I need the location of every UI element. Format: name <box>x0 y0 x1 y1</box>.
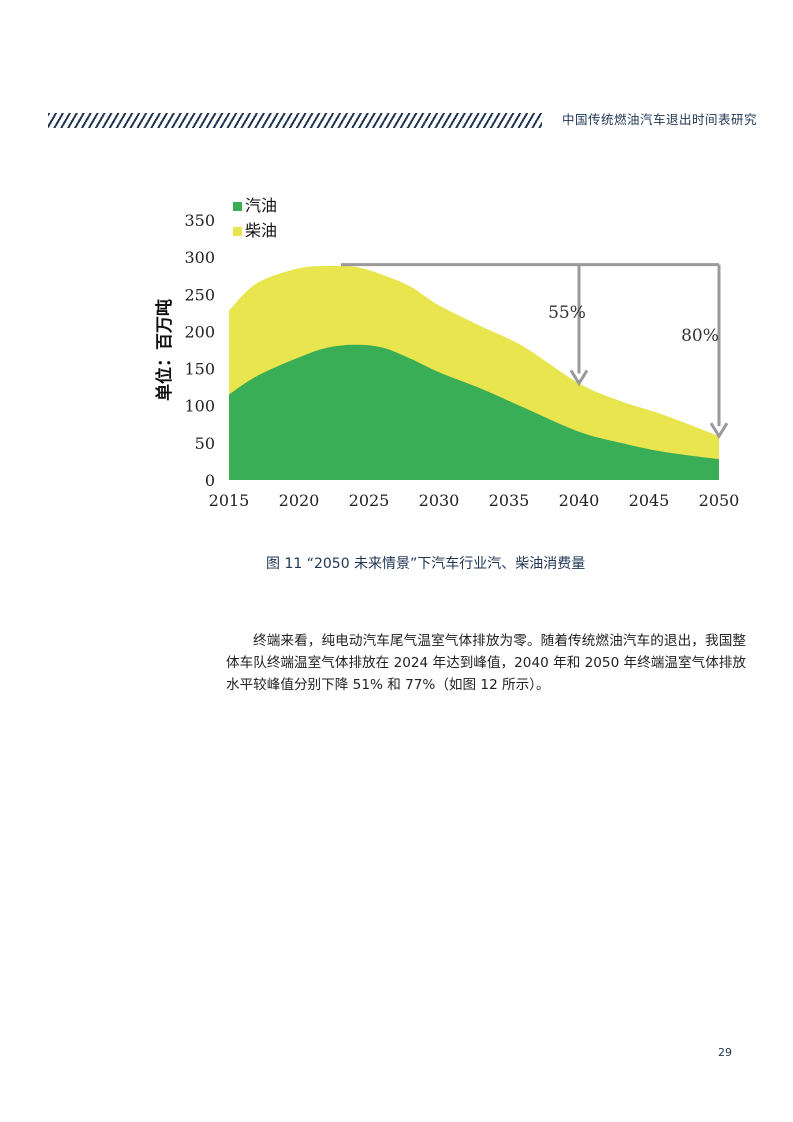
body-text: 终端来看，纯电动汽车尾气温室气体排放为零。随着传统燃油汽车的退出，我国整体车队终… <box>226 630 746 696</box>
y-tick-label: 300 <box>184 248 215 267</box>
page-number: 29 <box>718 1046 732 1059</box>
annotation-arrow-head <box>709 422 729 440</box>
y-tick-label: 350 <box>184 211 215 230</box>
figure-caption: 图 11 “2050 未来情景”下汽车行业汽、柴油消费量 <box>266 556 586 572</box>
header-stripe-decoration <box>48 113 542 128</box>
y-tick-label: 250 <box>184 285 215 304</box>
legend-swatch <box>233 202 242 211</box>
y-tick-label: 150 <box>184 360 215 379</box>
legend-label: 柴油 <box>245 221 277 240</box>
x-tick-label: 2035 <box>489 491 530 510</box>
annotation-arrow-head <box>569 369 589 387</box>
legend-swatch <box>233 227 242 236</box>
x-tick-label: 2030 <box>419 491 460 510</box>
annotation-label: 55% <box>548 303 586 323</box>
annotation-label: 80% <box>681 326 719 346</box>
body-paragraph: 终端来看，纯电动汽车尾气温室气体排放为零。随着传统燃油汽车的退出，我国整体车队终… <box>226 633 746 693</box>
y-tick-label: 0 <box>205 471 215 490</box>
series-area-0 <box>229 344 719 480</box>
y-tick-label: 200 <box>184 322 215 341</box>
x-tick-label: 2020 <box>279 491 320 510</box>
x-tick-label: 2045 <box>629 491 670 510</box>
header-title: 中国传统燃油汽车退出时间表研究 <box>562 112 758 127</box>
x-tick-label: 2015 <box>209 491 250 510</box>
x-tick-label: 2025 <box>349 491 390 510</box>
y-tick-label: 100 <box>184 397 215 416</box>
legend-label: 汽油 <box>245 196 277 215</box>
y-tick-label: 50 <box>195 434 215 453</box>
x-tick-label: 2050 <box>699 491 740 510</box>
y-axis-label: 单位：百万吨 <box>154 299 175 401</box>
area-chart: 0 50 100 150 200 250 300 350 2015 2020 2025 2030 203… <box>154 196 740 510</box>
x-tick-label: 2040 <box>559 491 600 510</box>
